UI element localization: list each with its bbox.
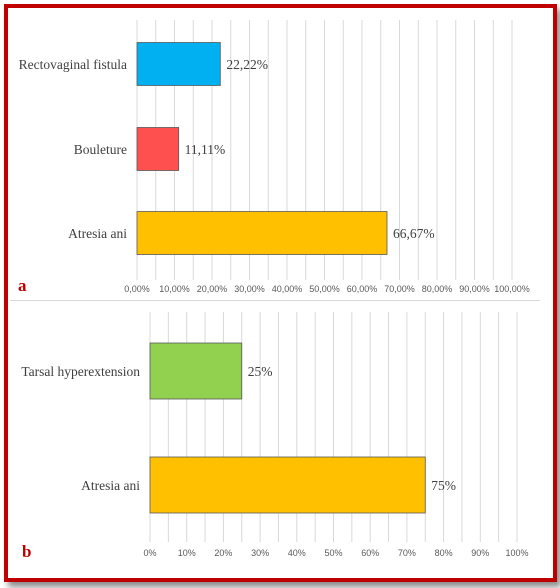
x-tick-label: 30% [251,548,269,558]
x-tick-label: 10% [178,548,196,558]
x-tick-label: 80,00% [422,284,453,294]
x-tick-label: 10,00% [159,284,190,294]
category-label: Atresia ani [68,226,127,241]
x-tick-label: 0,00% [124,284,150,294]
x-tick-label: 70,00% [384,284,415,294]
data-label: 75% [431,478,456,493]
x-tick-label: 60% [361,548,379,558]
x-tick-label: 70% [398,548,416,558]
chart-panel-a: 0,00% 10,00% 20,00% 30,00% 40,00% 50,00% 60,00… [18,20,530,295]
x-tick-label: 50% [324,548,342,558]
category-label: Tarsal hyperextension [21,364,140,379]
data-label: 66,67% [393,226,435,241]
bar [136,211,388,255]
chart-panel-b: 0% 10% 20% 30% 40% 50% 60% 70% 80% 90% 100% Tarsal … [21,312,529,561]
x-tick-label: 30,00% [234,284,265,294]
x-tick-label: 50,00% [309,284,340,294]
x-tick-label: 0% [143,548,156,558]
data-label: 11,11% [185,142,226,157]
x-tick-label: 20,00% [197,284,228,294]
x-tick-label: 100,00% [494,284,530,294]
panel-label: a [18,276,27,295]
x-tick-label: 40,00% [272,284,303,294]
bar [136,127,180,171]
panel-divider [10,300,540,301]
category-label: Rectovaginal fistula [19,57,127,72]
x-tick-label: 40% [288,548,306,558]
category-label: Bouleture [74,142,127,157]
x-tick-label: 80% [435,548,453,558]
data-label: 25% [248,364,273,379]
bar [149,456,426,514]
x-tick-label: 90,00% [459,284,490,294]
bar [149,342,243,400]
data-label: 22,22% [226,57,268,72]
bar [136,42,221,86]
category-label: Atresia ani [81,478,140,493]
panel-label: b [22,542,31,561]
x-tick-label: 60,00% [347,284,378,294]
x-tick-label: 90% [471,548,489,558]
x-tick-label: 100% [505,548,528,558]
x-tick-label: 20% [214,548,232,558]
